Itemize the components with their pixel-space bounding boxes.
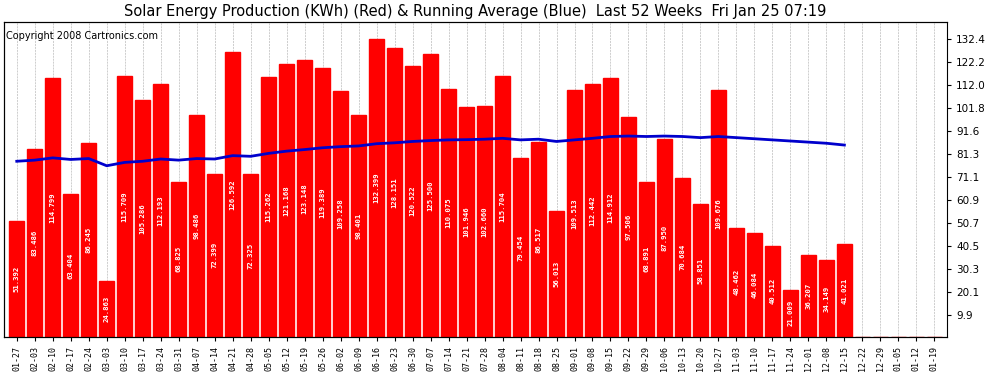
Title: Solar Energy Production (KWh) (Red) & Running Average (Blue)  Last 52 Weeks  Fri: Solar Energy Production (KWh) (Red) & Ru… [125,4,827,19]
Bar [585,84,600,337]
Text: 114.799: 114.799 [50,192,55,223]
Text: 56.013: 56.013 [553,261,559,287]
Bar [837,244,852,337]
Text: 63.404: 63.404 [67,252,73,279]
Bar [567,90,582,337]
Bar [135,100,150,337]
Bar [477,106,492,337]
Text: 97.506: 97.506 [626,214,632,240]
Bar [99,281,115,337]
Bar [441,89,456,337]
Bar [351,116,366,337]
Text: 121.168: 121.168 [284,185,290,216]
Bar [639,182,654,337]
Bar [764,246,780,337]
Bar [675,178,690,337]
Text: 125.500: 125.500 [428,180,434,211]
Text: Copyright 2008 Cartronics.com: Copyright 2008 Cartronics.com [6,31,158,41]
Text: 86.517: 86.517 [536,226,542,253]
Bar [387,48,402,337]
Bar [9,221,25,337]
Text: 48.462: 48.462 [734,269,740,296]
Bar [495,76,510,337]
Bar [783,290,798,337]
Text: 68.825: 68.825 [175,246,182,273]
Bar [548,211,564,337]
Bar [171,182,186,337]
Text: 72.325: 72.325 [248,242,253,268]
Bar [459,107,474,337]
Text: 87.950: 87.950 [661,225,667,251]
Text: 110.075: 110.075 [446,198,451,228]
Bar [711,90,726,337]
Text: 109.676: 109.676 [716,198,722,229]
Text: 112.442: 112.442 [589,195,596,226]
Text: 115.262: 115.262 [265,192,271,222]
Text: 86.245: 86.245 [86,226,92,253]
Bar [746,233,762,337]
Bar [243,174,258,337]
Text: 79.454: 79.454 [518,234,524,261]
Text: 36.207: 36.207 [806,283,812,309]
Text: 109.513: 109.513 [571,198,577,229]
Bar [117,76,133,337]
Text: 41.021: 41.021 [842,278,847,304]
Text: 112.193: 112.193 [157,195,163,226]
Bar [531,142,546,337]
Text: 98.401: 98.401 [355,213,361,239]
Text: 109.258: 109.258 [338,198,344,229]
Bar [369,39,384,337]
Text: 123.148: 123.148 [302,183,308,213]
Bar [333,91,348,337]
Bar [801,255,816,337]
Bar [225,52,241,337]
Text: 119.389: 119.389 [320,187,326,218]
Bar [63,194,78,337]
Text: 120.522: 120.522 [410,186,416,216]
Bar [693,204,708,337]
Bar [513,158,529,337]
Text: 21.009: 21.009 [787,300,793,326]
Text: 40.512: 40.512 [769,278,775,304]
Text: 114.912: 114.912 [608,192,614,223]
Bar [153,84,168,337]
Text: 51.392: 51.392 [14,266,20,292]
Text: 98.486: 98.486 [194,213,200,239]
Bar [603,78,618,337]
Text: 128.151: 128.151 [392,177,398,208]
Text: 105.286: 105.286 [140,203,146,234]
Bar [279,64,294,337]
Text: 70.684: 70.684 [679,244,685,270]
Bar [729,228,744,337]
Bar [656,139,672,337]
Text: 83.486: 83.486 [32,230,38,256]
Bar [261,77,276,337]
Text: 46.084: 46.084 [751,272,757,298]
Bar [46,78,60,337]
Text: 101.946: 101.946 [463,207,469,237]
Text: 58.851: 58.851 [697,258,704,284]
Text: 102.660: 102.660 [481,206,487,237]
Text: 132.399: 132.399 [373,172,379,203]
Text: 24.863: 24.863 [104,296,110,322]
Bar [189,115,204,337]
Bar [423,54,439,337]
Text: 68.891: 68.891 [644,246,649,272]
Bar [207,174,223,337]
Text: 34.149: 34.149 [824,285,830,312]
Bar [81,143,96,337]
Bar [297,60,312,337]
Text: 126.592: 126.592 [230,179,236,210]
Text: 72.399: 72.399 [212,242,218,268]
Text: 115.709: 115.709 [122,191,128,222]
Bar [27,149,43,337]
Bar [621,117,637,337]
Bar [819,260,834,337]
Text: 115.704: 115.704 [500,191,506,222]
Bar [315,68,331,337]
Bar [405,66,420,337]
